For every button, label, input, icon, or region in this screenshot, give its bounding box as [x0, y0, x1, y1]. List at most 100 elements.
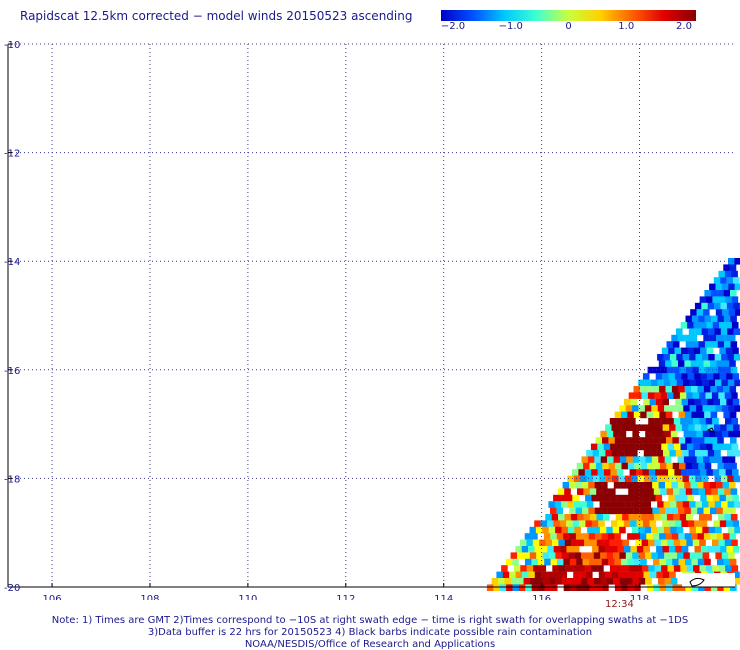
swath-cell — [688, 450, 696, 457]
swath-cell — [682, 501, 690, 508]
swath-cell — [588, 507, 595, 515]
swath-cell — [642, 443, 649, 451]
swath-cell — [606, 552, 614, 559]
swath-cell — [681, 347, 688, 355]
swath-cell — [705, 565, 713, 572]
swath-cell — [651, 405, 658, 412]
swath-cell — [671, 482, 678, 489]
swath-cell — [723, 264, 730, 271]
swath-cell — [629, 418, 636, 425]
swath-cell — [709, 334, 717, 342]
swath-cell — [657, 379, 664, 387]
swath-cell — [602, 488, 610, 495]
swath-cell — [520, 565, 527, 572]
swath-cell — [624, 546, 631, 553]
swath-cell — [699, 565, 707, 572]
swath-cell — [561, 501, 568, 508]
swath-cell — [620, 482, 627, 489]
swath-cell — [718, 270, 726, 278]
swath-cell — [601, 558, 609, 566]
swath-cell — [587, 552, 594, 559]
swath-cell — [547, 571, 555, 579]
swath-cell — [671, 386, 679, 393]
swath-cell — [713, 373, 720, 380]
swath-cell — [517, 578, 524, 585]
swath-cell — [680, 443, 688, 451]
swath-cell — [702, 405, 710, 412]
swath-cell — [728, 334, 736, 342]
swath-cell — [722, 430, 729, 438]
swath-cell — [658, 456, 665, 463]
swath-cell — [704, 290, 711, 297]
swath-cell — [658, 578, 665, 585]
swath-cell — [590, 443, 598, 451]
swath-cell — [700, 520, 708, 527]
swath-cell — [648, 418, 655, 425]
swath-cell — [729, 533, 737, 540]
swath-cell — [687, 373, 695, 380]
swath-cell — [685, 558, 692, 566]
swath-cell — [542, 552, 550, 559]
swath-cell — [680, 322, 688, 329]
swath-cell — [646, 437, 654, 444]
swath-cell — [723, 533, 730, 540]
swath-cell — [663, 501, 671, 508]
swath-cell — [730, 437, 737, 444]
swath-cell — [555, 578, 563, 585]
swath-cell — [691, 411, 698, 419]
swath-cell — [712, 322, 720, 329]
swath-cell — [646, 507, 653, 515]
swath-cell — [710, 507, 717, 515]
swath-cell — [733, 450, 740, 457]
swath-cell — [673, 539, 681, 547]
swath-cell — [711, 392, 719, 399]
swath-cell — [659, 437, 667, 444]
swath-cell — [587, 578, 595, 585]
colorbar-label: 0 — [565, 21, 572, 32]
swath-cell — [641, 539, 649, 547]
swath-cell — [614, 533, 621, 540]
swath-cell — [605, 450, 612, 457]
swath-cell — [641, 488, 648, 495]
swath-cell — [683, 379, 690, 387]
swath-cell — [660, 488, 667, 495]
lat-label: -18 — [4, 474, 20, 485]
swath-cell — [629, 443, 636, 451]
swath-cell — [634, 437, 641, 444]
swath-cell — [704, 315, 712, 323]
swath-cell — [694, 373, 701, 380]
swath-cell — [627, 411, 634, 419]
swath-cell — [665, 386, 673, 393]
swath-cell — [565, 565, 572, 572]
swath-cell — [611, 571, 619, 579]
swath-cell — [663, 354, 671, 361]
swath-cell — [666, 514, 674, 521]
swath-cell — [728, 405, 735, 412]
swath-cell — [681, 520, 688, 527]
swath-cell — [678, 507, 685, 515]
swath-cell — [721, 283, 729, 291]
swath-cell — [703, 309, 710, 316]
swath-cell — [709, 456, 717, 463]
swath-cell — [657, 354, 664, 361]
swath-cell — [605, 571, 612, 579]
swath-cell — [684, 482, 691, 489]
swath-cell — [542, 578, 550, 585]
swath-cell — [617, 494, 624, 502]
swath-cell — [691, 437, 699, 444]
swath-cell — [611, 546, 618, 553]
swath-cell — [584, 565, 591, 572]
swath-cell — [593, 526, 601, 534]
swath-cell — [655, 494, 663, 502]
swath-cell — [662, 373, 669, 380]
swath-cell — [505, 558, 513, 566]
swath-cell — [613, 552, 620, 559]
swath-cell — [637, 571, 644, 579]
swath-cell — [567, 526, 575, 534]
swath-cell — [695, 501, 703, 508]
swath-cell — [703, 482, 710, 489]
swath-cell — [612, 501, 619, 508]
swath-cell — [675, 424, 683, 431]
swath-cell — [636, 546, 644, 553]
swath-cell — [722, 309, 729, 316]
